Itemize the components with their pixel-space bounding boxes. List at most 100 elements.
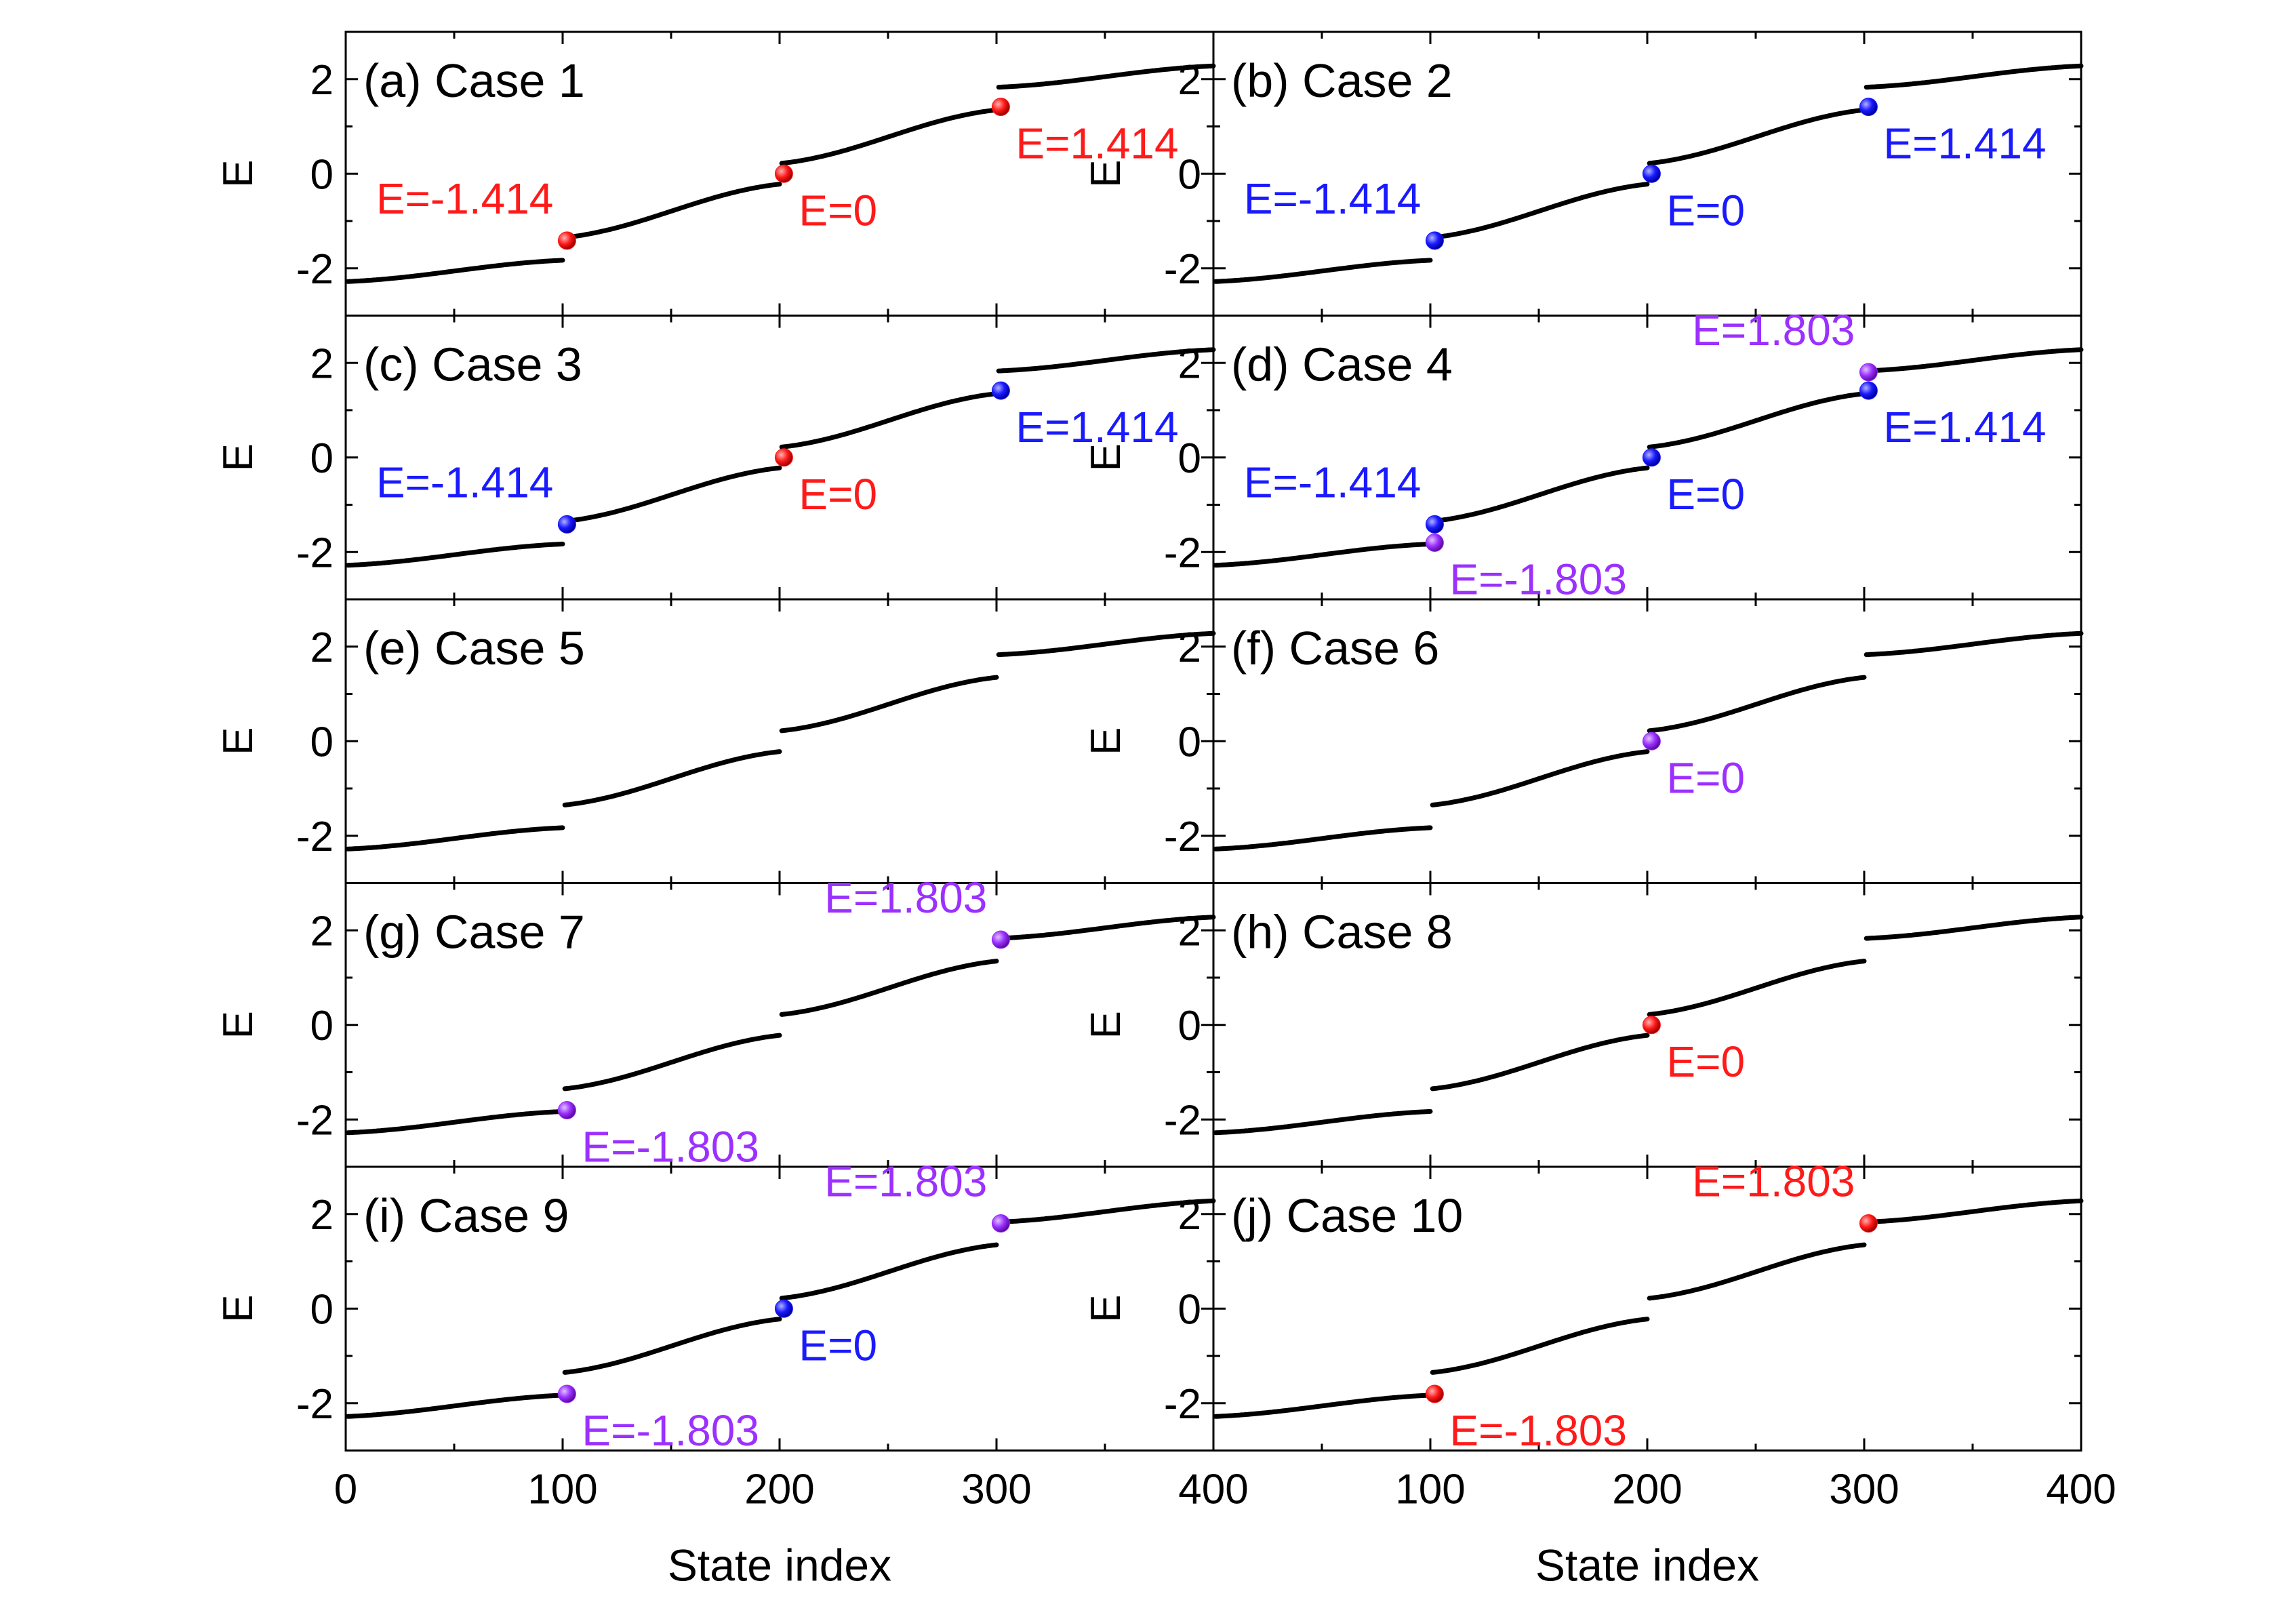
spectrum-band-4 <box>996 915 1216 941</box>
energy-label: E=-1.414 <box>1244 174 1422 223</box>
y-axis-label: E <box>215 1011 262 1039</box>
energy-label: E=1.414 <box>1015 119 1178 168</box>
panel-6: -2 0 2 E (f) Case 6 E=0 <box>1083 598 2084 884</box>
x-tick-label: 200 <box>744 1466 814 1513</box>
y-tick-label: 0 <box>310 1003 334 1049</box>
spectrum-band-4 <box>996 63 1216 90</box>
spectrum-band-4 <box>1864 347 2084 374</box>
edge-state-marker <box>557 231 576 250</box>
panel-1: -2 0 2 E (a) Case 1 E=-1.414 E=0 E=1.414 <box>215 31 1216 317</box>
edge-state-marker <box>1642 732 1661 751</box>
y-tick-label: 0 <box>310 1286 334 1333</box>
y-tick-label: 2 <box>1178 1192 1201 1239</box>
y-tick-label: -2 <box>1164 1381 1201 1428</box>
edge-state-marker <box>1425 534 1444 553</box>
energy-label: E=0 <box>799 1321 877 1369</box>
edge-state-marker <box>991 381 1010 400</box>
panel-10: -2 0 2 E (j) Case 10 E=-1.803 E=1.803 100 200 300… <box>1083 1157 2116 1590</box>
spectrum-band-3 <box>1647 391 1867 449</box>
spectrum-band-2 <box>562 749 782 807</box>
spectrum-band-2 <box>1430 1033 1650 1092</box>
energy-label: E=-1.803 <box>1449 555 1627 604</box>
energy-label: E=0 <box>1666 470 1745 519</box>
y-tick-label: 2 <box>1178 908 1201 955</box>
panel-title: (e) Case 5 <box>363 622 585 675</box>
energy-label: E=-1.414 <box>376 458 554 506</box>
spectrum-band-1 <box>345 1393 565 1419</box>
edge-state-marker <box>557 1384 576 1403</box>
y-tick-label: 0 <box>1178 719 1201 765</box>
edge-state-marker <box>1642 164 1661 183</box>
y-tick-label: 2 <box>1178 57 1201 104</box>
y-tick-label: 2 <box>1178 340 1201 387</box>
edge-state-marker <box>557 1101 576 1120</box>
energy-label: E=0 <box>799 186 877 235</box>
x-axis-label: State index <box>668 1540 891 1591</box>
x-tick-label: 400 <box>1178 1466 1248 1513</box>
edge-state-marker <box>1642 1016 1661 1035</box>
spectrum-band-2 <box>562 182 782 240</box>
spectrum-band-3 <box>779 107 999 166</box>
y-tick-label: 2 <box>310 57 334 104</box>
y-axis-label: E <box>1083 1011 1129 1039</box>
spectrum-band-1 <box>1213 1108 1433 1136</box>
energy-label: E=0 <box>1666 1037 1745 1086</box>
spectrum-band-1 <box>1213 1393 1433 1419</box>
spectrum-band-4 <box>996 1198 1216 1225</box>
spectrum-band-3 <box>779 391 999 449</box>
panel-title: (f) Case 6 <box>1231 622 1439 675</box>
panel-title: (g) Case 7 <box>363 906 585 959</box>
y-tick-label: -2 <box>1164 246 1201 293</box>
edge-state-marker <box>1425 515 1444 534</box>
edge-state-marker <box>774 164 793 183</box>
y-tick-label: 2 <box>1178 624 1201 671</box>
edge-state-marker <box>1859 1214 1878 1233</box>
y-tick-label: -2 <box>1164 529 1201 576</box>
panel-title: (a) Case 1 <box>363 54 585 107</box>
spectrum-band-3 <box>779 959 999 1017</box>
y-axis-label: E <box>215 727 262 755</box>
y-tick-label: 0 <box>1178 1003 1201 1049</box>
spectrum-band-1 <box>1213 258 1433 284</box>
panel-5: -2 0 2 E (e) Case 5 <box>215 598 1216 884</box>
panel-3: -2 0 2 E (c) Case 3 E=-1.414 E=0 E=1.414 <box>215 315 1216 601</box>
edge-state-marker <box>991 930 1010 949</box>
energy-label: E=-1.803 <box>582 1123 759 1172</box>
y-tick-label: 0 <box>1178 151 1201 198</box>
edge-state-marker <box>557 515 576 534</box>
spectrum-band-3 <box>1647 675 1867 734</box>
spectrum-band-3 <box>779 1242 999 1301</box>
panel-4: -2 0 2 E (d) Case 4 E=-1.414 E=-1.803 E=0 E=1.41… <box>1083 306 2084 604</box>
spectrum-band-2 <box>562 1317 782 1375</box>
panel-8: -2 0 2 E (h) Case 8 E=0 <box>1083 882 2084 1168</box>
spectrum-band-4 <box>1864 631 2084 658</box>
spectrum-band-2 <box>562 465 782 524</box>
energy-label: E=1.803 <box>1692 1157 1855 1205</box>
spectrum-band-2 <box>1430 465 1650 524</box>
spectrum-band-1 <box>1213 541 1433 568</box>
energy-label: E=-1.414 <box>376 174 554 223</box>
energy-label: E=0 <box>1666 753 1745 802</box>
spectrum-band-1 <box>1213 825 1433 852</box>
spectrum-band-3 <box>1647 1242 1867 1301</box>
y-tick-label: 0 <box>1178 1286 1201 1333</box>
energy-label: E=1.803 <box>1692 306 1855 355</box>
y-tick-label: -2 <box>296 246 334 293</box>
edge-state-marker <box>1859 381 1878 400</box>
y-tick-label: -2 <box>1164 814 1201 860</box>
energy-label: E=-1.803 <box>582 1406 759 1455</box>
spectrum-band-2 <box>1430 749 1650 807</box>
spectrum-band-1 <box>345 825 565 852</box>
spectrum-band-1 <box>345 258 565 284</box>
x-tick-label: 100 <box>527 1466 597 1513</box>
panel-title: (c) Case 3 <box>363 338 582 391</box>
y-axis-label: E <box>215 443 262 471</box>
x-axis-label: State index <box>1535 1540 1759 1591</box>
edge-state-marker <box>991 98 1010 117</box>
edge-state-marker <box>774 1299 793 1318</box>
edge-state-marker <box>1859 363 1878 382</box>
energy-label: E=1.414 <box>1883 403 2046 452</box>
edge-state-marker <box>991 1214 1010 1233</box>
energy-label: E=1.803 <box>824 1157 987 1205</box>
